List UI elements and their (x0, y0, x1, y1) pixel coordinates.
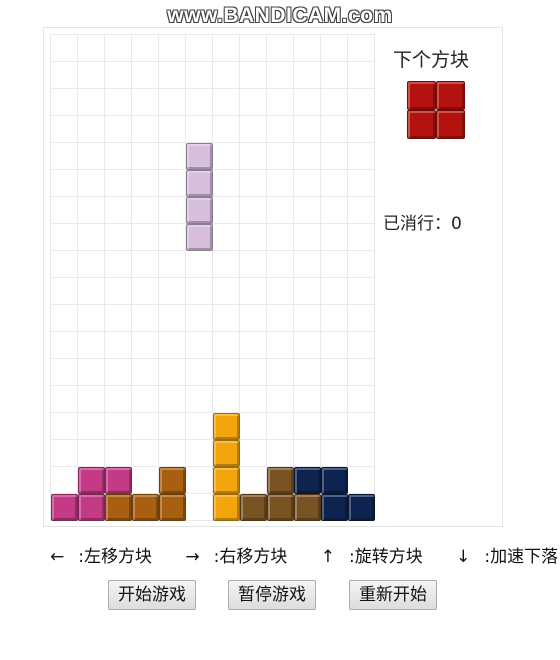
control-left-text: :左移方块 (78, 547, 152, 567)
next-piece-preview (407, 81, 465, 139)
arrow-down-icon: ↓ (456, 547, 471, 567)
falling-block (186, 224, 213, 251)
settled-block (267, 494, 294, 521)
falling-block (186, 143, 213, 170)
falling-block (186, 170, 213, 197)
settled-block (348, 494, 375, 521)
settled-block (213, 494, 240, 521)
control-right-text: :右移方块 (213, 547, 288, 567)
settled-block (321, 494, 348, 521)
watermark: www.BANDICAM.com (167, 4, 393, 27)
arrow-left-icon: ← (50, 547, 65, 567)
settled-block (132, 494, 159, 521)
next-piece-title: 下个方块 (393, 49, 470, 71)
control-right: → :右移方块 (185, 547, 301, 567)
settled-block (78, 494, 105, 521)
settled-block (213, 440, 240, 467)
settled-block (105, 494, 132, 521)
control-rotate: ↑ :旋转方块 (321, 547, 437, 567)
settled-block (321, 467, 348, 494)
settled-block (213, 467, 240, 494)
settled-block (159, 467, 186, 494)
control-rotate-text: :旋转方块 (349, 547, 423, 567)
start-game-button[interactable]: 开始游戏 (108, 580, 196, 610)
restart-game-button[interactable]: 重新开始 (349, 580, 437, 610)
control-drop: ↓ :加速下落 (456, 547, 560, 567)
lines-cleared: 已消行：0 (383, 209, 462, 234)
control-drop-text: :加速下落 (484, 547, 559, 567)
falling-block (186, 197, 213, 224)
lines-cleared-value: 0 (451, 214, 462, 234)
settled-block (240, 494, 267, 521)
arrow-right-icon: → (185, 547, 200, 567)
settled-block (51, 494, 78, 521)
settled-block (105, 467, 132, 494)
settled-block (294, 494, 321, 521)
next-piece-block (436, 110, 465, 139)
settled-block (78, 467, 105, 494)
settled-block (213, 413, 240, 440)
controls-help: ← :左移方块 → :右移方块 ↑ :旋转方块 ↓ :加速下落 (50, 542, 558, 567)
pause-game-button[interactable]: 暂停游戏 (228, 580, 316, 610)
settled-block (159, 494, 186, 521)
settled-block (294, 467, 321, 494)
control-left: ← :左移方块 (50, 547, 166, 567)
lines-cleared-label: 已消行： (383, 214, 451, 234)
next-piece-block (436, 81, 465, 110)
next-piece-block (407, 110, 436, 139)
game-board (50, 34, 375, 521)
next-piece-block (407, 81, 436, 110)
arrow-up-icon: ↑ (320, 547, 336, 567)
settled-block (267, 467, 294, 494)
